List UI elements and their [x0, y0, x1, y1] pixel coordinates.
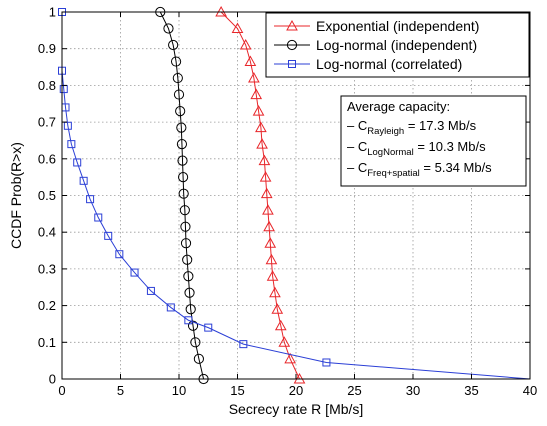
data-point: [178, 188, 189, 199]
legend-label: Exponential (independent): [316, 18, 479, 34]
data-point: [252, 105, 265, 116]
data-point: [250, 88, 263, 100]
y-tick-label: 0.5: [38, 188, 56, 203]
data-point: [176, 122, 187, 133]
data-point: [274, 319, 287, 331]
data-point: [265, 253, 278, 265]
data-point: [255, 121, 267, 133]
data-point: [104, 231, 113, 240]
data-point: [239, 340, 248, 349]
data-point: [168, 39, 179, 51]
x-tick-label: 40: [523, 383, 537, 398]
y-tick-label: 0.4: [38, 225, 56, 240]
data-point: [284, 352, 296, 364]
data-point: [176, 139, 188, 150]
legend-swatch-marker: [288, 60, 296, 68]
series-line: [159, 11, 205, 380]
data-point: [239, 39, 252, 50]
data-point: [204, 323, 213, 332]
data-point: [180, 221, 191, 232]
x-tick-label: 10: [172, 383, 186, 398]
x-tick-label: 0: [58, 383, 65, 398]
data-point: [173, 89, 185, 100]
data-point: [130, 268, 139, 277]
data-point: [264, 237, 277, 248]
data-point: [231, 22, 244, 34]
annotation-line-lognormal: – CLogNormal = 10.3 Mb/s: [347, 139, 486, 158]
annotation-line-freq-spatial: – CFreq+spatial = 5.34 Mb/s: [347, 160, 492, 179]
x-axis-title: Secrecy rate R [Mb/s]: [229, 401, 364, 417]
y-tick-label: 0.1: [38, 335, 56, 350]
data-point: [258, 154, 271, 166]
y-tick-label: 0.2: [38, 298, 56, 313]
data-point: [163, 23, 174, 34]
series-triangle: [215, 5, 306, 384]
data-point: [179, 205, 190, 216]
data-point: [278, 336, 291, 347]
legend-label: Log-normal (correlated): [316, 56, 462, 72]
data-point: [67, 140, 76, 149]
data-point: [256, 138, 268, 149]
data-point: [94, 213, 103, 222]
data-point: [86, 195, 95, 204]
data-point: [172, 72, 183, 84]
legend-label: Log-normal (independent): [316, 37, 477, 53]
x-tick-label: 35: [464, 383, 478, 398]
data-point: [182, 254, 193, 265]
y-tick-label: 0.3: [38, 261, 56, 276]
data-point: [166, 303, 175, 312]
data-point: [248, 72, 260, 83]
x-tick-label: 20: [289, 383, 303, 398]
y-tick-label: 1: [49, 5, 56, 20]
data-point: [244, 55, 257, 67]
data-point: [322, 358, 331, 367]
data-point: [184, 287, 195, 298]
data-point: [266, 270, 279, 281]
data-point: [185, 304, 196, 315]
x-tick-label: 5: [117, 383, 124, 398]
data-point: [271, 303, 284, 314]
legend-swatch-marker: [286, 39, 298, 51]
y-tick-label: 0.8: [38, 78, 56, 93]
series-line: [220, 11, 300, 380]
y-tick-label: 0: [49, 372, 56, 387]
data-point: [146, 286, 155, 295]
x-tick-label: 15: [230, 383, 244, 398]
series-layer: [58, 5, 531, 385]
legend: Exponential (independent) Log-normal (ind…: [265, 12, 530, 78]
data-point: [263, 220, 275, 232]
data-point: [63, 121, 72, 130]
annotation-box: [340, 95, 527, 187]
data-point: [269, 286, 281, 298]
y-axis-title: CCDF Prob(R>x): [8, 142, 24, 249]
average-capacity-annotation: Average capacity: – CRayleigh = 17.3 Mb/…: [340, 95, 527, 187]
data-point: [177, 155, 188, 166]
legend-swatch-marker: [286, 19, 298, 31]
data-point: [193, 353, 204, 364]
annotation-title: Average capacity:: [347, 99, 450, 114]
data-point: [180, 238, 192, 249]
y-tick-label: 0.6: [38, 151, 56, 166]
annotation-line-rayleigh: – CRayleigh = 17.3 Mb/s: [347, 118, 477, 137]
x-tick-label: 30: [406, 383, 420, 398]
data-point: [262, 204, 274, 215]
y-tick-label: 0.7: [38, 115, 56, 130]
data-point: [190, 337, 201, 348]
data-point: [259, 171, 272, 182]
data-point: [187, 320, 199, 331]
data-point: [73, 158, 82, 167]
data-point: [175, 105, 186, 117]
x-tick-label: 25: [347, 383, 361, 398]
data-point: [177, 172, 189, 183]
series-square: [58, 8, 531, 380]
data-point: [260, 187, 273, 199]
y-tick-label: 0.9: [38, 41, 56, 56]
axis-ticks: 0 5 10 15 20 25 30 35 40 0 0.1 0.2 0.3 0.4 0.5 0.6 0.7 0.…: [38, 5, 537, 399]
data-point: [170, 56, 182, 67]
data-point: [115, 250, 124, 259]
data-point: [79, 176, 88, 185]
data-point: [183, 271, 194, 282]
data-point: [184, 316, 193, 325]
